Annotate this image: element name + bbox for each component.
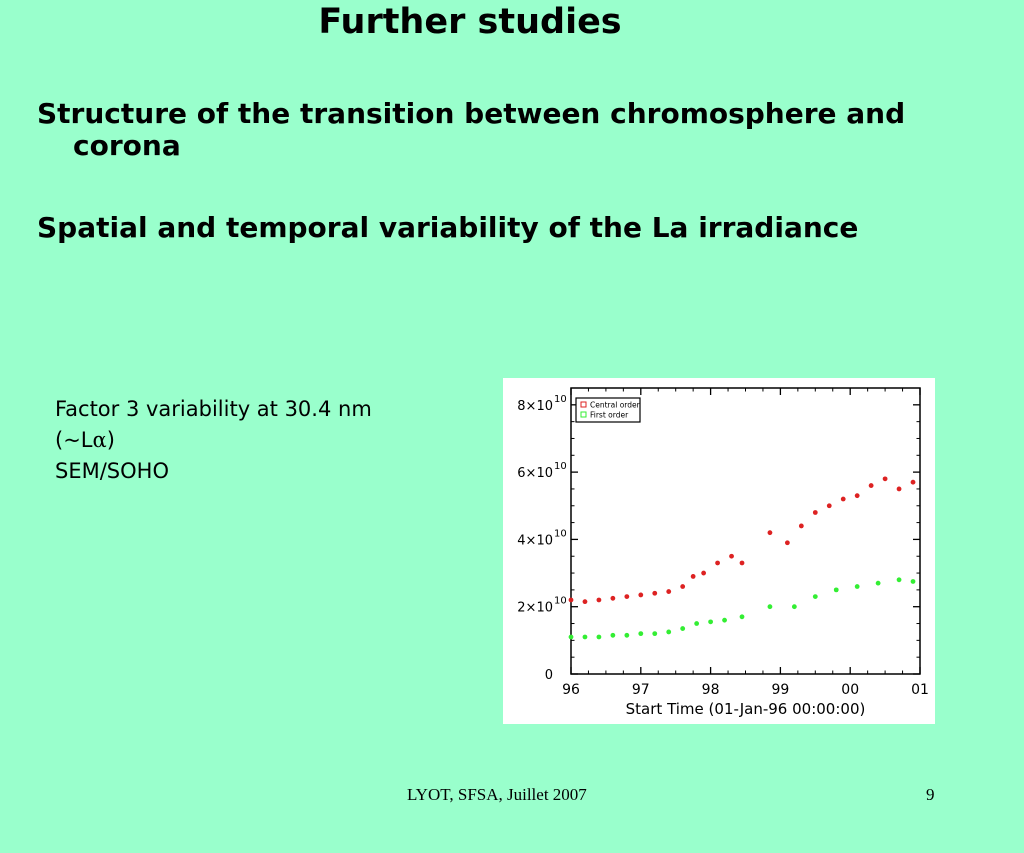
data-point xyxy=(854,584,860,589)
y-tick-exponent: 10 xyxy=(554,596,567,607)
x-tick-label: 96 xyxy=(562,682,580,698)
y-tick-label: 4×10 xyxy=(517,533,553,548)
data-point xyxy=(708,619,713,625)
data-point xyxy=(833,587,839,593)
data-point xyxy=(568,597,574,603)
data-point xyxy=(624,632,630,638)
data-point xyxy=(582,599,588,605)
data-point xyxy=(784,540,790,546)
data-point xyxy=(666,629,672,635)
series-0 xyxy=(568,476,916,605)
footer-text: LYOT, SFSA, Juillet 2007 xyxy=(407,785,587,804)
data-point xyxy=(701,570,707,576)
y-tick-mantissa: 6×10 xyxy=(517,466,553,481)
y-tick-label: 8×10 xyxy=(517,399,553,414)
data-point xyxy=(798,523,804,529)
data-point xyxy=(652,631,658,637)
data-point xyxy=(652,590,658,596)
data-point xyxy=(896,577,902,583)
data-point xyxy=(596,634,602,640)
bullet-transition-structure: Structure of the transition between chro… xyxy=(37,97,906,162)
y-tick-mantissa: 4×10 xyxy=(517,533,553,548)
y-tick-label: 2×10 xyxy=(517,601,553,616)
legend-box xyxy=(575,397,641,423)
bullet-irradiance-variability: Spatial and temporal variability of the … xyxy=(37,211,859,244)
data-point xyxy=(840,496,846,502)
note-line-instrument: SEM/SOHO xyxy=(55,459,169,483)
y-tick-exponent: 10 xyxy=(554,461,567,472)
data-point xyxy=(690,574,696,579)
data-point xyxy=(596,597,602,603)
data-point xyxy=(680,626,686,631)
data-point xyxy=(910,579,916,584)
x-tick-label: 01 xyxy=(911,682,929,698)
legend-label: Central order xyxy=(590,401,641,410)
data-point xyxy=(582,634,588,640)
data-point xyxy=(910,479,916,485)
data-point xyxy=(791,604,797,610)
data-point xyxy=(739,560,745,566)
x-tick-label: 99 xyxy=(771,682,789,698)
data-point xyxy=(767,604,773,610)
page-number: 9 xyxy=(926,785,935,804)
x-tick-label: 00 xyxy=(841,682,859,698)
y-tick-mantissa: 2×10 xyxy=(517,601,553,616)
data-point xyxy=(882,476,888,482)
data-point xyxy=(666,589,672,594)
data-point xyxy=(638,592,644,598)
data-point xyxy=(896,486,902,492)
slide-title: Further studies xyxy=(318,2,622,42)
note-line-lyman-alpha: (~Lα) xyxy=(55,425,372,456)
data-point xyxy=(739,614,745,620)
data-point xyxy=(694,621,700,626)
plot-frame xyxy=(570,387,921,675)
data-point xyxy=(854,493,860,499)
legend-swatch xyxy=(580,401,587,408)
series-1 xyxy=(568,577,916,640)
data-point xyxy=(868,483,874,488)
figure-note: Factor 3 variability at 30.4 nm (~Lα) SE… xyxy=(55,394,372,487)
note-open: (~L xyxy=(55,428,93,452)
y-tick-label: 6×10 xyxy=(517,466,553,481)
irradiance-chart: 96 97 98 99 00 01 0 2×10 10 4×10 10 6×10 10 8×10 10 Sta… xyxy=(503,378,935,724)
data-point xyxy=(767,530,773,536)
note-line-variability: Factor 3 variability at 30.4 nm xyxy=(55,397,372,421)
data-point xyxy=(826,503,832,509)
data-point xyxy=(568,634,574,640)
data-point xyxy=(638,631,644,637)
y-tick-exponent: 10 xyxy=(554,528,567,539)
data-point xyxy=(680,584,686,589)
data-point xyxy=(729,553,734,559)
y-tick-mantissa: 0 xyxy=(545,668,553,683)
x-tick-label: 97 xyxy=(632,682,650,698)
data-point xyxy=(812,510,818,515)
data-point xyxy=(624,594,630,600)
data-point xyxy=(610,595,616,601)
x-axis-title: Start Time (01-Jan-96 00:00:00) xyxy=(626,700,866,718)
data-point xyxy=(610,632,616,638)
note-close: ) xyxy=(106,428,115,452)
data-point xyxy=(715,560,720,566)
data-point xyxy=(875,580,881,586)
y-tick-label: 0 xyxy=(545,668,553,683)
legend-swatch xyxy=(580,411,587,418)
x-tick-label: 98 xyxy=(702,682,720,698)
note-alpha-symbol: α xyxy=(92,428,107,452)
data-point xyxy=(722,617,727,623)
legend-label: First order xyxy=(590,411,629,420)
y-tick-exponent: 10 xyxy=(554,394,567,405)
y-tick-mantissa: 8×10 xyxy=(517,399,553,414)
data-point xyxy=(812,594,818,600)
